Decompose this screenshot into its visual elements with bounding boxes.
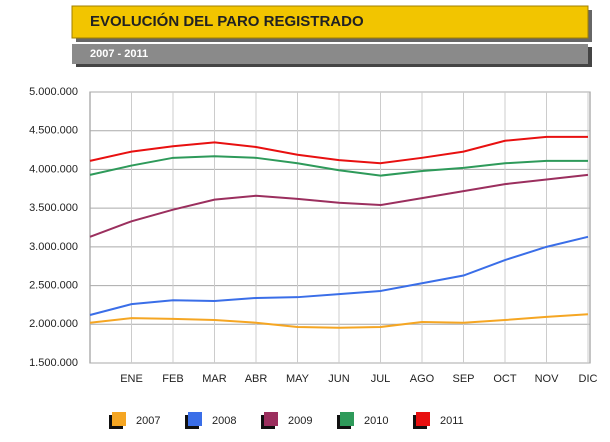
line-series xyxy=(89,155,588,177)
subtitle-banner xyxy=(72,44,588,64)
x-tick-label: NOV xyxy=(535,373,560,385)
legend-label: 2007 xyxy=(136,415,160,427)
chart-subtitle: 2007 - 2011 xyxy=(90,48,148,60)
y-tick-label: 4.000.000 xyxy=(29,163,78,175)
x-tick-label: ABR xyxy=(245,373,268,385)
y-tick-label: 3.000.000 xyxy=(29,241,78,253)
legend-label: 2008 xyxy=(212,415,236,427)
x-tick-label: AGO xyxy=(410,373,435,385)
legend-swatch xyxy=(188,412,202,426)
legend-swatch xyxy=(416,412,430,426)
x-tick-label: ENE xyxy=(120,373,143,385)
x-tick-label: SEP xyxy=(452,373,474,385)
y-tick-label: 3.500.000 xyxy=(29,202,78,214)
title-banner xyxy=(71,5,589,39)
legend-swatch xyxy=(264,412,278,426)
legend-label: 2010 xyxy=(364,415,388,427)
x-tick-label: JUN xyxy=(328,373,349,385)
y-tick-label: 2.000.000 xyxy=(29,318,78,330)
line-series xyxy=(89,313,589,329)
plot-area xyxy=(89,91,591,364)
line-series xyxy=(89,235,589,316)
legend-label: 2011 xyxy=(440,415,464,427)
y-tick-label: 2.500.000 xyxy=(29,279,78,291)
x-tick-label: OCT xyxy=(493,373,517,385)
x-tick-label: DIC xyxy=(579,373,598,385)
y-tick-label: 1.500.000 xyxy=(29,357,78,369)
x-tick-label: FEB xyxy=(162,373,183,385)
line-series xyxy=(89,135,588,165)
x-tick-label: MAR xyxy=(202,373,227,385)
chart-title: EVOLUCIÓN DEL PARO REGISTRADO xyxy=(90,12,364,30)
line-series xyxy=(89,173,589,238)
x-tick-label: JUL xyxy=(371,373,391,385)
legend-label: 2009 xyxy=(288,415,312,427)
x-tick-label: MAY xyxy=(286,373,310,385)
legend-swatch xyxy=(112,412,126,426)
y-tick-label: 4.500.000 xyxy=(29,125,78,137)
y-tick-label: 5.000.000 xyxy=(29,86,78,98)
legend-swatch xyxy=(340,412,354,426)
